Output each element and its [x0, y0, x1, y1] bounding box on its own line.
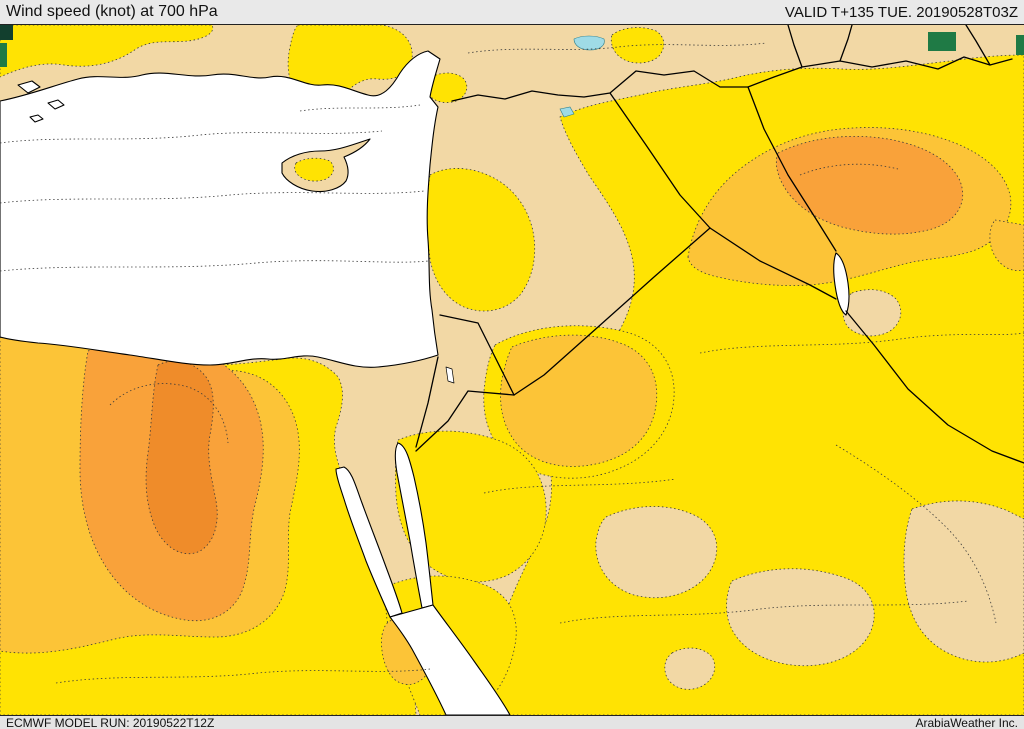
contour-line	[55, 668, 431, 684]
band1-right-edge-patch	[903, 500, 1024, 663]
band2-turkey-small-patch	[426, 72, 468, 103]
map-title: Wind speed (knot) at 700 hPa	[6, 3, 218, 20]
weather-map-canvas	[0, 25, 1024, 715]
band1-south-saudi-patch-b	[726, 568, 875, 667]
mediterranean-sea	[0, 50, 441, 368]
turkey-southern-border	[451, 56, 1013, 102]
caucasus-border-b	[965, 25, 991, 66]
band5-egypt-inner-core	[145, 360, 218, 555]
country-borders	[415, 25, 1024, 464]
contour-line	[0, 260, 429, 272]
frame-artifact-right	[1016, 35, 1024, 55]
footer-bar: ECMWF MODEL RUN: 20190522T12Z ArabiaWeat…	[0, 715, 1024, 729]
band4-iran-core	[775, 135, 964, 235]
contour-line	[483, 478, 677, 494]
header-bar: Wind speed (knot) at 700 hPa VALID T+135…	[0, 0, 1024, 25]
band2-north-patch	[610, 27, 665, 64]
aegean-island-a	[17, 80, 41, 94]
band1-east-small-patch	[842, 289, 902, 337]
model-run-label: ECMWF MODEL RUN: 20190522T12Z	[6, 715, 215, 729]
contour-line	[699, 332, 1024, 354]
aegean-island-c	[29, 114, 44, 123]
contour-line	[299, 104, 421, 112]
israel-egypt-border	[415, 356, 439, 448]
jordan-saudi-border	[415, 390, 515, 452]
iraq-saudi-border	[709, 227, 837, 300]
band2-nw-saudi	[395, 430, 547, 583]
wind-speed-band1-tan-patches	[595, 289, 1024, 690]
band1-south-saudi-patch-a	[595, 506, 718, 599]
turkey-lake	[573, 35, 605, 51]
red-sea	[389, 604, 511, 715]
band3-right-edge	[989, 219, 1024, 272]
small-lake	[559, 106, 575, 118]
contour-line	[559, 600, 969, 624]
syria-jordan-border	[439, 314, 515, 396]
credit-label: ArabiaWeather Inc.	[915, 715, 1019, 729]
seas-and-lakes	[0, 35, 850, 715]
weather-map-area	[0, 25, 1024, 715]
frame-artifact-top-right	[928, 32, 956, 51]
caucasus-border-a	[787, 25, 803, 68]
persian-gulf-tip	[833, 252, 850, 316]
map-frame-artifacts	[0, 25, 1024, 67]
dead-sea	[445, 366, 455, 384]
isotach-contour-lines	[0, 42, 1024, 684]
band1-bottom-small-patch	[664, 647, 716, 690]
cyprus-inner-contour	[294, 157, 334, 182]
contour-line	[835, 444, 997, 624]
syria-iraq-border	[609, 92, 711, 229]
iran-iraq-border	[747, 86, 1024, 464]
turkey-armenia-border	[839, 25, 853, 62]
frame-artifact-left	[0, 43, 7, 67]
band2-levant	[426, 168, 536, 312]
aegean-island-b	[47, 99, 65, 110]
valid-time-label: VALID T+135 TUE. 20190528T03Z	[784, 3, 1018, 21]
contour-line	[799, 163, 899, 176]
band2-northwest-corner	[0, 25, 214, 78]
contour-line	[0, 190, 425, 204]
jordan-iraq-border	[513, 227, 711, 396]
frame-artifact-top-left	[0, 25, 13, 40]
band3-north-saudi	[500, 334, 658, 467]
wind-speed-band5-deep-orange	[145, 360, 218, 555]
contour-line	[467, 42, 767, 54]
